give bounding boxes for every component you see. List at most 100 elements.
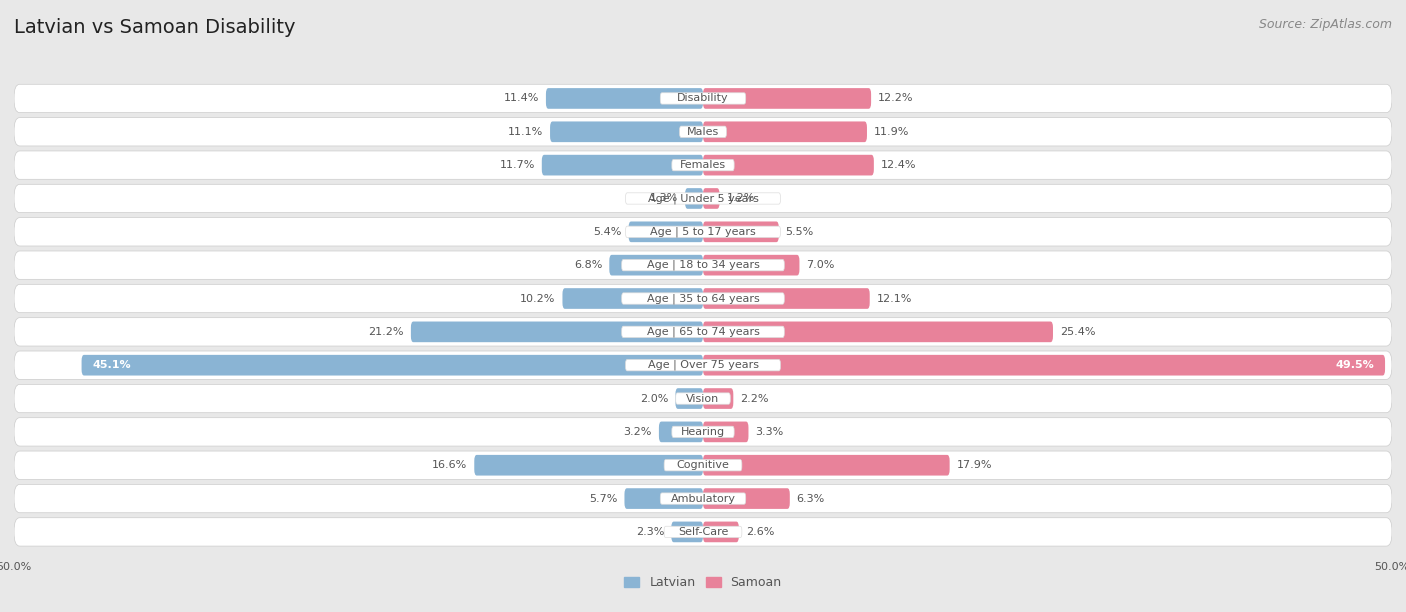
FancyBboxPatch shape — [621, 293, 785, 304]
FancyBboxPatch shape — [82, 355, 703, 376]
FancyBboxPatch shape — [14, 84, 1392, 113]
FancyBboxPatch shape — [671, 521, 703, 542]
FancyBboxPatch shape — [14, 118, 1392, 146]
FancyBboxPatch shape — [703, 188, 720, 209]
FancyBboxPatch shape — [550, 121, 703, 142]
Text: 12.2%: 12.2% — [877, 94, 914, 103]
FancyBboxPatch shape — [14, 485, 1392, 513]
FancyBboxPatch shape — [14, 151, 1392, 179]
Text: Age | 5 to 17 years: Age | 5 to 17 years — [650, 226, 756, 237]
FancyBboxPatch shape — [703, 422, 748, 442]
FancyBboxPatch shape — [703, 288, 870, 309]
FancyBboxPatch shape — [14, 418, 1392, 446]
Text: Age | 35 to 64 years: Age | 35 to 64 years — [647, 293, 759, 304]
Text: Males: Males — [688, 127, 718, 137]
Text: Ambulatory: Ambulatory — [671, 493, 735, 504]
FancyBboxPatch shape — [679, 126, 727, 138]
FancyBboxPatch shape — [14, 184, 1392, 212]
Text: Age | 18 to 34 years: Age | 18 to 34 years — [647, 260, 759, 271]
Text: 5.5%: 5.5% — [786, 227, 814, 237]
FancyBboxPatch shape — [562, 288, 703, 309]
Text: 7.0%: 7.0% — [807, 260, 835, 270]
FancyBboxPatch shape — [626, 193, 780, 204]
FancyBboxPatch shape — [621, 259, 785, 271]
Text: Disability: Disability — [678, 94, 728, 103]
FancyBboxPatch shape — [675, 388, 703, 409]
FancyBboxPatch shape — [672, 426, 734, 438]
FancyBboxPatch shape — [411, 321, 703, 342]
FancyBboxPatch shape — [626, 359, 780, 371]
Text: 11.7%: 11.7% — [499, 160, 534, 170]
FancyBboxPatch shape — [14, 285, 1392, 313]
FancyBboxPatch shape — [546, 88, 703, 109]
FancyBboxPatch shape — [541, 155, 703, 176]
Text: 1.2%: 1.2% — [727, 193, 755, 203]
Text: Age | Over 75 years: Age | Over 75 years — [648, 360, 758, 370]
Text: Source: ZipAtlas.com: Source: ZipAtlas.com — [1258, 18, 1392, 31]
Text: 11.1%: 11.1% — [508, 127, 543, 137]
Text: Age | Under 5 years: Age | Under 5 years — [648, 193, 758, 204]
FancyBboxPatch shape — [609, 255, 703, 275]
Text: 2.0%: 2.0% — [640, 394, 669, 403]
FancyBboxPatch shape — [676, 393, 730, 404]
Text: 45.1%: 45.1% — [93, 360, 131, 370]
FancyBboxPatch shape — [14, 351, 1392, 379]
Text: Age | 65 to 74 years: Age | 65 to 74 years — [647, 327, 759, 337]
FancyBboxPatch shape — [703, 388, 734, 409]
FancyBboxPatch shape — [703, 321, 1053, 342]
FancyBboxPatch shape — [703, 455, 949, 476]
FancyBboxPatch shape — [628, 222, 703, 242]
Text: Latvian vs Samoan Disability: Latvian vs Samoan Disability — [14, 18, 295, 37]
FancyBboxPatch shape — [624, 488, 703, 509]
Text: Self-Care: Self-Care — [678, 527, 728, 537]
FancyBboxPatch shape — [703, 121, 868, 142]
Text: 2.2%: 2.2% — [740, 394, 769, 403]
FancyBboxPatch shape — [703, 521, 738, 542]
Text: Hearing: Hearing — [681, 427, 725, 437]
FancyBboxPatch shape — [621, 326, 785, 338]
FancyBboxPatch shape — [474, 455, 703, 476]
Text: Females: Females — [681, 160, 725, 170]
Text: 12.4%: 12.4% — [880, 160, 917, 170]
Text: 3.2%: 3.2% — [624, 427, 652, 437]
Text: 16.6%: 16.6% — [432, 460, 467, 470]
Text: 12.1%: 12.1% — [876, 294, 912, 304]
FancyBboxPatch shape — [14, 251, 1392, 279]
FancyBboxPatch shape — [659, 422, 703, 442]
FancyBboxPatch shape — [14, 384, 1392, 412]
FancyBboxPatch shape — [672, 160, 734, 171]
Text: 2.3%: 2.3% — [636, 527, 665, 537]
Text: 2.6%: 2.6% — [745, 527, 775, 537]
FancyBboxPatch shape — [703, 222, 779, 242]
Text: 49.5%: 49.5% — [1336, 360, 1374, 370]
FancyBboxPatch shape — [703, 155, 875, 176]
FancyBboxPatch shape — [703, 255, 800, 275]
Text: 6.8%: 6.8% — [574, 260, 602, 270]
Text: 6.3%: 6.3% — [797, 493, 825, 504]
Text: 21.2%: 21.2% — [368, 327, 404, 337]
FancyBboxPatch shape — [14, 451, 1392, 479]
FancyBboxPatch shape — [14, 518, 1392, 546]
Text: Vision: Vision — [686, 394, 720, 403]
Text: 11.9%: 11.9% — [875, 127, 910, 137]
FancyBboxPatch shape — [664, 460, 742, 471]
FancyBboxPatch shape — [661, 493, 745, 504]
Text: 10.2%: 10.2% — [520, 294, 555, 304]
FancyBboxPatch shape — [661, 93, 745, 104]
FancyBboxPatch shape — [703, 488, 790, 509]
Text: 5.7%: 5.7% — [589, 493, 617, 504]
Legend: Latvian, Samoan: Latvian, Samoan — [620, 571, 786, 594]
FancyBboxPatch shape — [664, 526, 742, 537]
FancyBboxPatch shape — [685, 188, 703, 209]
Text: 17.9%: 17.9% — [956, 460, 993, 470]
Text: 5.4%: 5.4% — [593, 227, 621, 237]
FancyBboxPatch shape — [14, 218, 1392, 246]
FancyBboxPatch shape — [703, 355, 1385, 376]
FancyBboxPatch shape — [14, 318, 1392, 346]
FancyBboxPatch shape — [626, 226, 780, 237]
Text: Cognitive: Cognitive — [676, 460, 730, 470]
Text: 11.4%: 11.4% — [503, 94, 538, 103]
FancyBboxPatch shape — [703, 88, 872, 109]
Text: 1.3%: 1.3% — [650, 193, 678, 203]
Text: 3.3%: 3.3% — [755, 427, 783, 437]
